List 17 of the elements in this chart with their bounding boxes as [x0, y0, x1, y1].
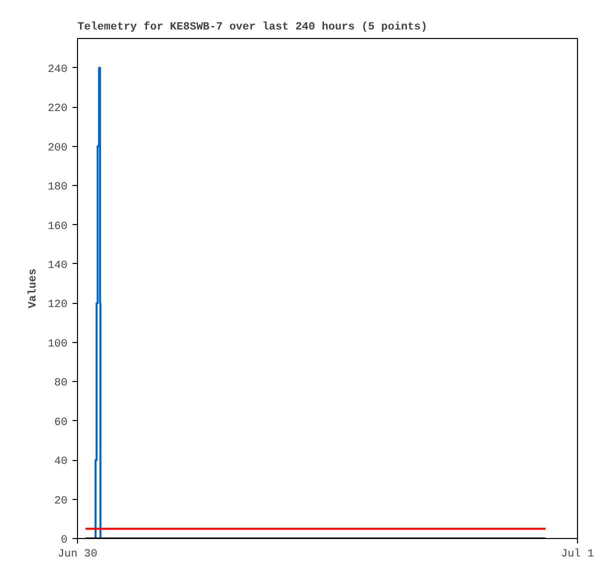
chart-title: Telemetry for KE8SWB-7 over last 240 hours (5 points)	[78, 20, 428, 34]
y-tick-label: 80	[54, 378, 68, 390]
y-tick-label: 160	[48, 220, 68, 233]
y-tick-label: 200	[48, 142, 68, 154]
y-tick-label: 20	[54, 495, 68, 508]
x-tick-label: Jun 30	[58, 548, 98, 560]
y-tick-label: 120	[48, 299, 68, 312]
y-tick-label: 240	[48, 64, 68, 76]
y-tick-label: 60	[54, 416, 68, 429]
y-axis-title: Values	[28, 268, 40, 308]
y-tick-label: 140	[48, 260, 68, 272]
y-tick-label: 40	[54, 456, 68, 468]
y-tick-label: 220	[48, 103, 68, 116]
x-tick-label: Jul 1	[560, 548, 594, 560]
y-tick-label: 180	[48, 182, 68, 194]
y-tick-label: 100	[48, 338, 68, 350]
y-tick-label: 0	[60, 534, 68, 546]
